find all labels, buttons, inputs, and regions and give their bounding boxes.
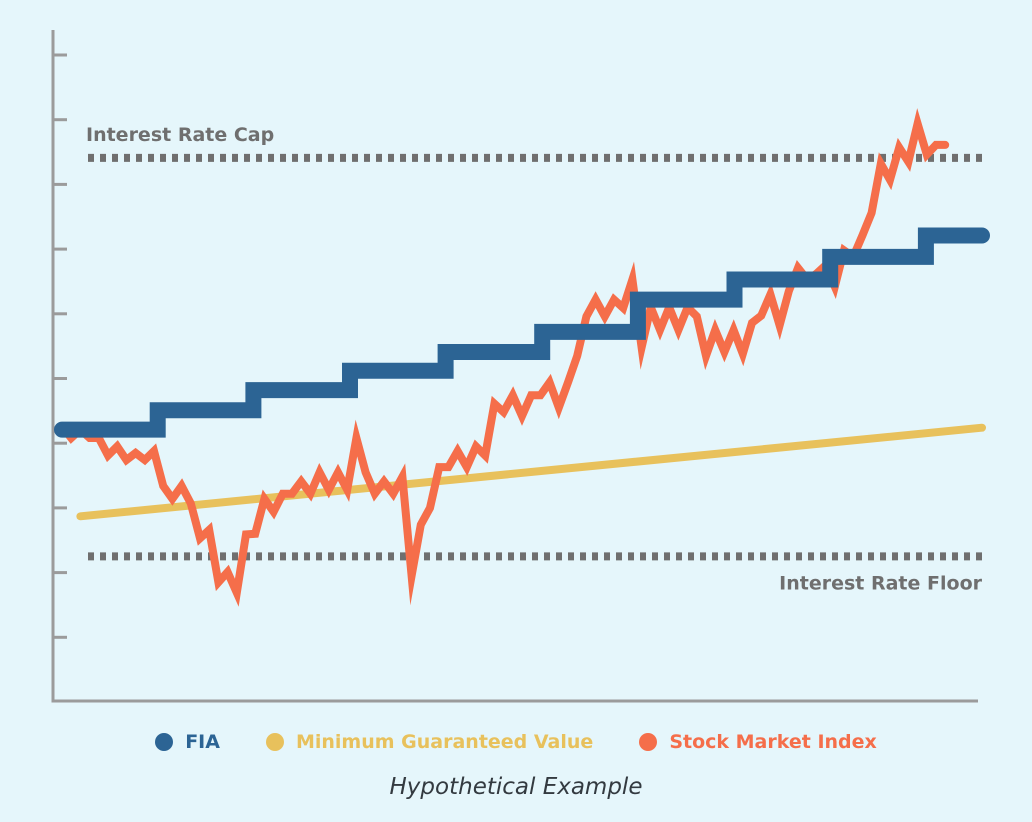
legend-label-minimum-guaranteed-value: Minimum Guaranteed Value: [295, 731, 594, 753]
series-line-stock-market-index: [58, 108, 950, 607]
legend-label-fia: FIA: [185, 731, 220, 753]
interest-rate-cap-label: Interest Rate Cap: [86, 124, 274, 146]
chart-plot: Interest Rate Cap Interest Rate Floor: [51, 30, 990, 703]
legend: FIA Minimum Guaranteed Value Stock Marke…: [0, 731, 1032, 753]
legend-item-minimum-guaranteed-value: Minimum Guaranteed Value: [265, 731, 594, 753]
legend-item-stock-market-index: Stock Market Index: [639, 731, 877, 753]
legend-swatch-stock-market-index: [639, 733, 658, 751]
series-line-fia: [54, 227, 990, 438]
interest-rate-floor-label: Interest Rate Floor: [779, 572, 982, 594]
legend-item-fia: FIA: [155, 731, 220, 753]
chart-caption: Hypothetical Example: [389, 774, 643, 800]
series-line-minimum-guaranteed-value: [76, 423, 986, 521]
legend-swatch-minimum-guaranteed-value: [265, 733, 284, 751]
legend-swatch-fia: [155, 733, 174, 751]
legend-label-stock-market-index: Stock Market Index: [669, 731, 877, 753]
